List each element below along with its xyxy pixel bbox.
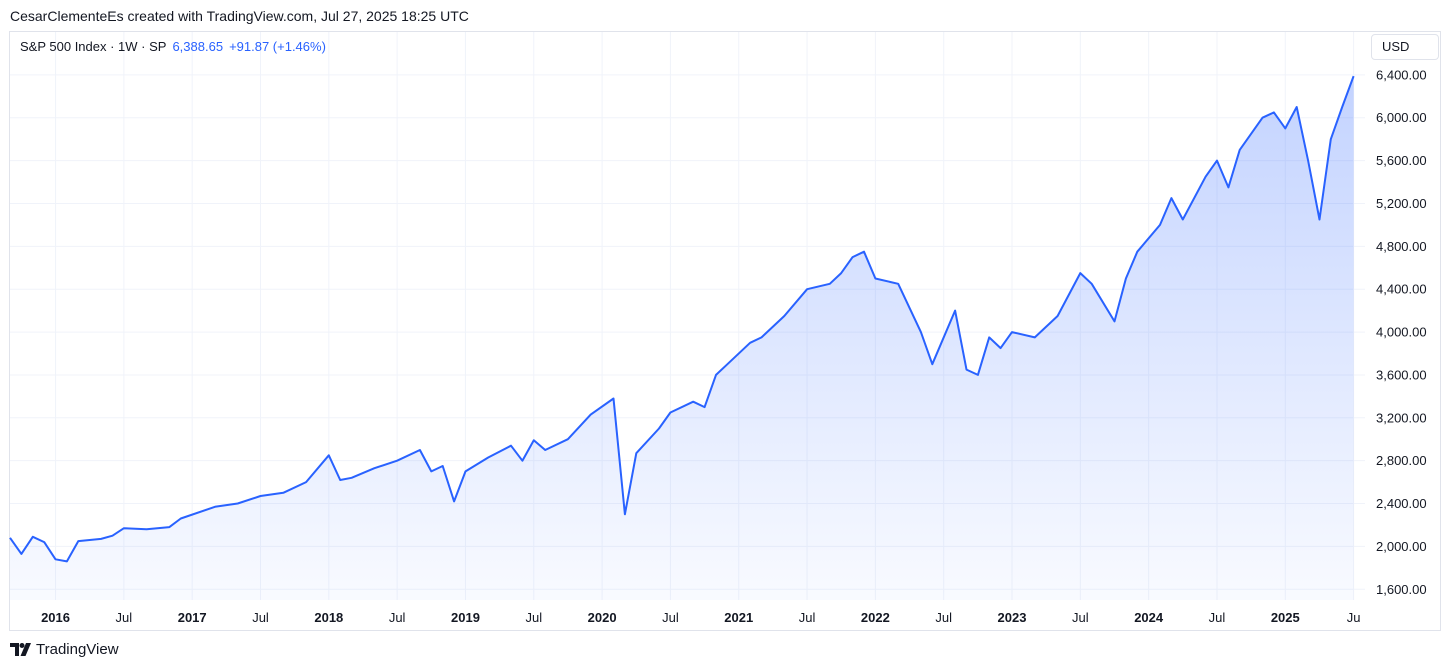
price-axis[interactable]: 1,600.00 2,000.00 2,400.00 2,800.00 3,200.00… — [1376, 67, 1427, 596]
x-tick-label: Jul — [1209, 610, 1226, 625]
y-tick-label: 6,400.00 — [1376, 67, 1427, 82]
last-price: 6,388.65 — [172, 39, 224, 54]
y-tick-label: 5,200.00 — [1376, 196, 1427, 211]
x-tick-label: Jul — [935, 610, 952, 625]
price-change: +91.87 (+1.46%) — [229, 39, 326, 54]
y-tick-label: 4,800.00 — [1376, 239, 1427, 254]
y-tick-label: 4,400.00 — [1376, 282, 1427, 297]
x-tick-label: Jul — [525, 610, 542, 625]
x-tick-label: Jul — [1072, 610, 1089, 625]
time-axis[interactable]: 2016 Jul 2017 Jul 2018 Jul 2019 Jul 2020 Jul 2021 J… — [41, 610, 1360, 625]
x-tick-label: 2019 — [451, 610, 480, 625]
price-area-fill — [10, 76, 1354, 601]
chart-credit: CesarClementeEs created with TradingView… — [10, 8, 469, 24]
x-tick-label: 2020 — [588, 610, 617, 625]
x-tick-label: 2024 — [1134, 610, 1164, 625]
x-tick-label: 2017 — [178, 610, 207, 625]
x-tick-label: Jul — [116, 610, 133, 625]
symbol-name[interactable]: S&P 500 Index · 1W · SP — [20, 39, 167, 54]
y-tick-label: 5,600.00 — [1376, 153, 1427, 168]
x-tick-label: Jul — [252, 610, 269, 625]
tradingview-logo[interactable]: TradingView — [10, 641, 119, 658]
chart-frame — [9, 31, 1441, 631]
tradingview-logo-text: TradingView — [36, 641, 119, 658]
x-tick-label: 2018 — [314, 610, 343, 625]
x-tick-label: Jul — [799, 610, 816, 625]
price-line — [9, 75, 1355, 563]
x-tick-label: Ju — [1347, 610, 1361, 625]
y-tick-label: 1,600.00 — [1376, 582, 1427, 597]
x-tick-label: Jul — [389, 610, 406, 625]
x-tick-label: 2025 — [1271, 610, 1300, 625]
price-series — [9, 75, 1355, 601]
y-tick-label: 2,800.00 — [1376, 453, 1427, 468]
currency-button[interactable]: USD — [1371, 34, 1439, 60]
x-tick-label: 2016 — [41, 610, 70, 625]
y-tick-label: 6,000.00 — [1376, 110, 1427, 125]
y-tick-label: 2,400.00 — [1376, 496, 1427, 511]
y-tick-label: 2,000.00 — [1376, 539, 1427, 554]
tradingview-logo-icon — [10, 642, 31, 656]
symbol-legend[interactable]: S&P 500 Index · 1W · SP 6,388.65 +91.87 (+… — [20, 39, 326, 54]
x-tick-label: 2021 — [724, 610, 753, 625]
x-tick-label: 2022 — [861, 610, 890, 625]
y-tick-label: 4,000.00 — [1376, 325, 1427, 340]
y-tick-label: 3,200.00 — [1376, 410, 1427, 425]
x-tick-label: Jul — [662, 610, 679, 625]
y-tick-label: 3,600.00 — [1376, 367, 1427, 382]
x-tick-label: 2023 — [998, 610, 1027, 625]
